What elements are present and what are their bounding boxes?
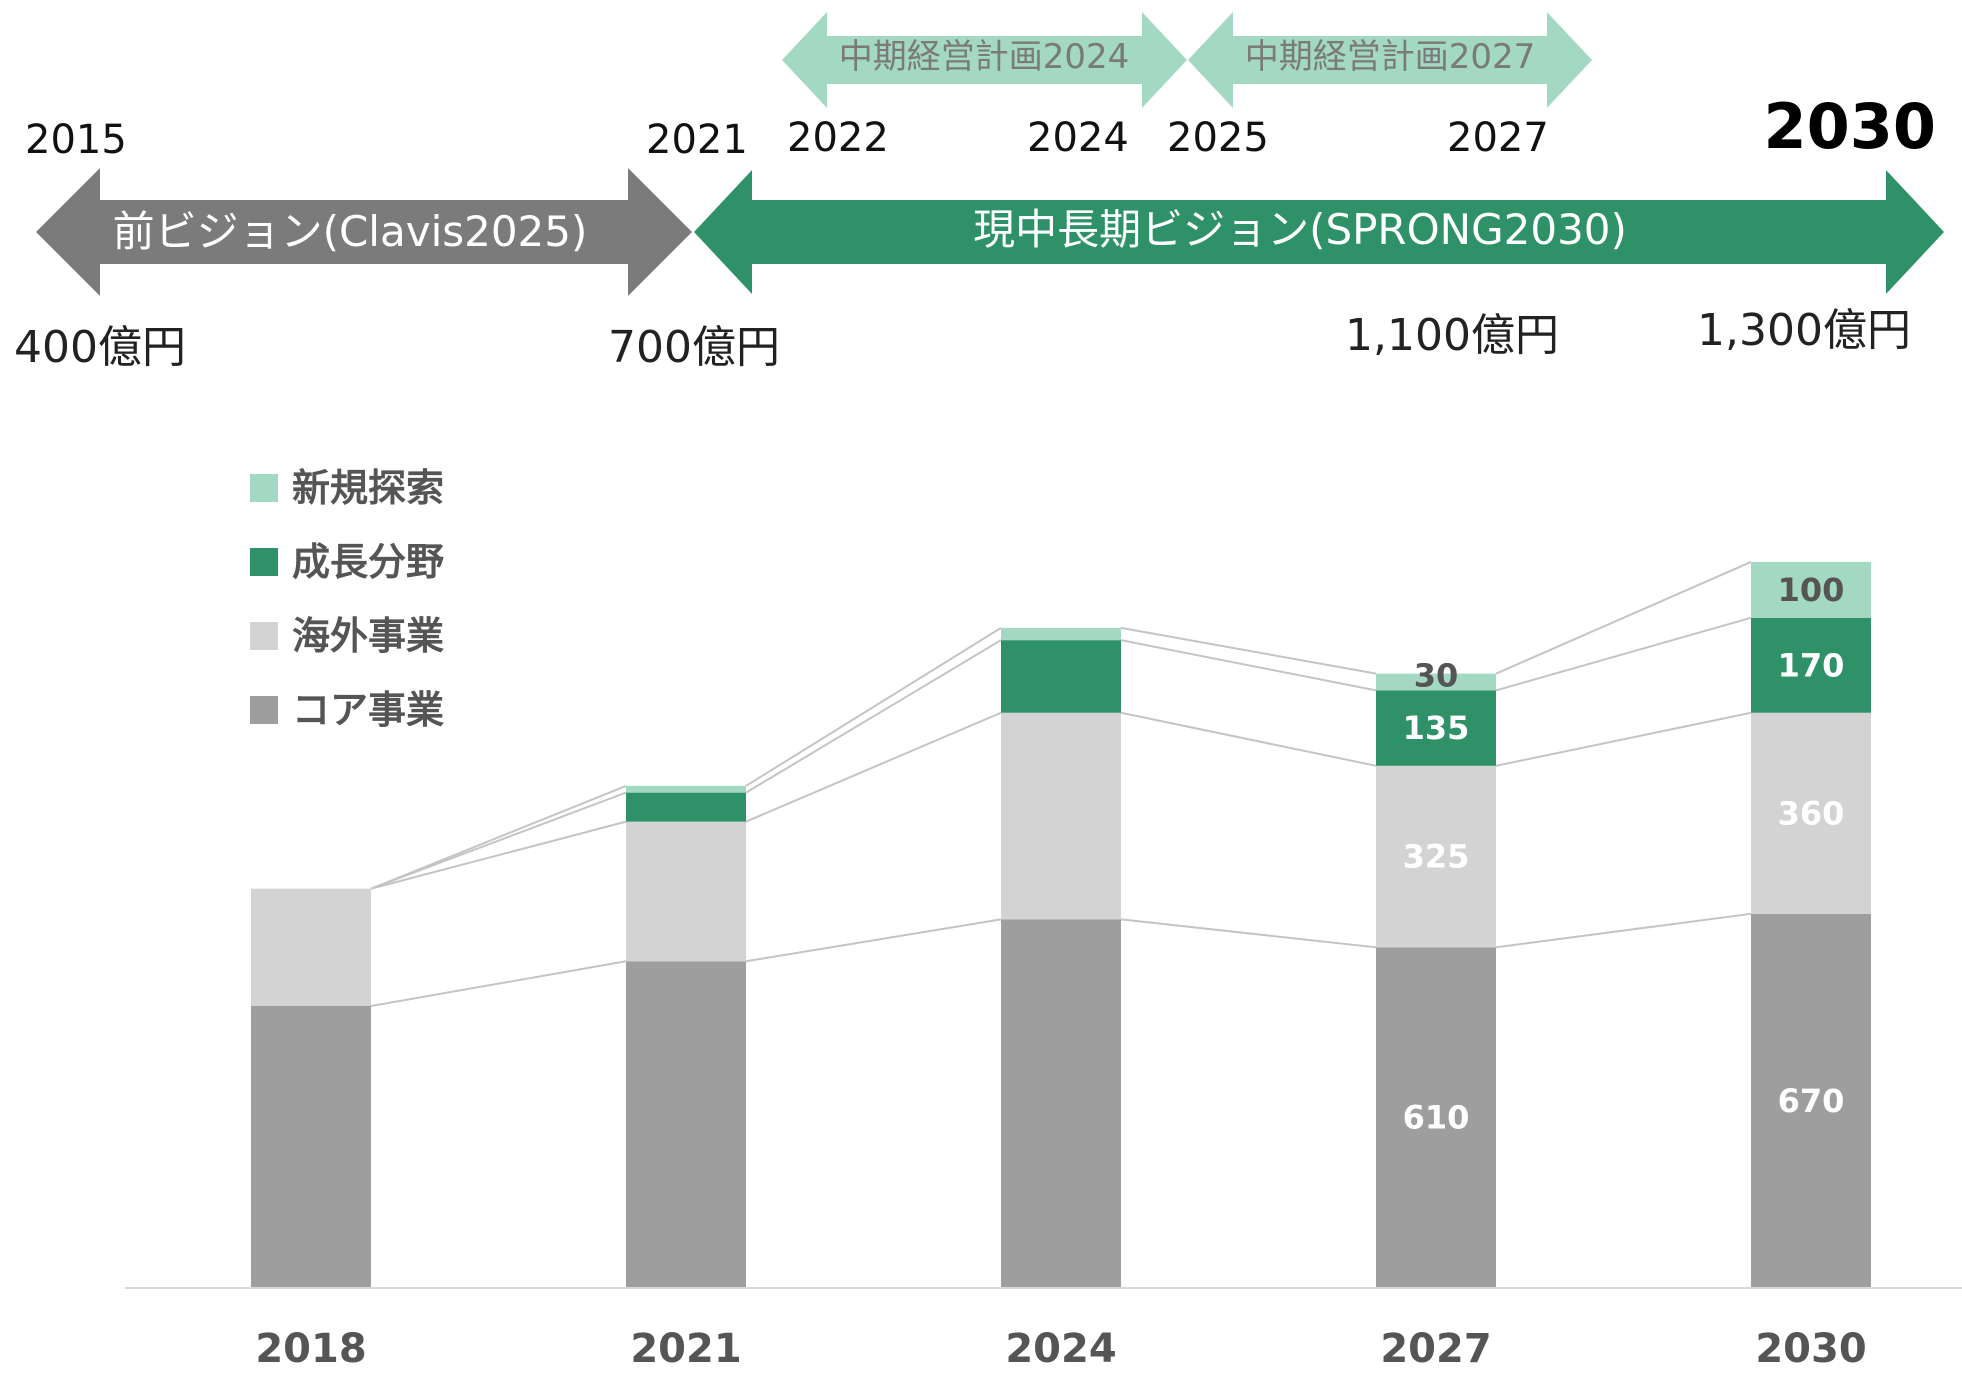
x-tick-label-2027: 2027 — [1380, 1326, 1491, 1372]
bar-2024-growth — [1001, 640, 1121, 713]
bar-2030-overseas — [1751, 712, 1871, 914]
connector-2024-2027-explore — [1120, 626, 1377, 675]
legend-item-growth: 成長分野 — [250, 540, 444, 584]
prev-vision-label: 前ビジョン(Clavis2025) — [113, 207, 588, 256]
bar-2027-core — [1376, 947, 1496, 1288]
connector-2027-2030-core — [1495, 912, 1752, 949]
data-label-2030-explore: 100 — [1778, 571, 1845, 609]
bar-2024-core — [1001, 919, 1121, 1288]
prev-vision-arrow-shape — [36, 168, 692, 296]
year-2027-label: 2027 — [1447, 115, 1549, 161]
year-2024-label: 2024 — [1027, 115, 1129, 161]
connector-2024-2027-growth — [1120, 639, 1377, 692]
legend-swatch-explore — [250, 474, 278, 502]
year-2022-label: 2022 — [787, 115, 889, 161]
current-vision-arrow-shape — [694, 170, 1944, 294]
x-tick-label-2030: 2030 — [1755, 1326, 1866, 1372]
amount-1300-label: 1,300億円 — [1697, 305, 1911, 356]
data-label-2030-overseas: 360 — [1778, 794, 1845, 832]
connector-2021-2024-overseas — [745, 711, 1002, 823]
bar-stack-group — [251, 561, 1871, 1288]
legend-swatch-overseas — [250, 622, 278, 650]
bar-2030-growth — [1751, 617, 1871, 713]
connector-2018-2021-overseas — [370, 820, 627, 890]
legend-label-core: コア事業 — [292, 688, 444, 732]
plan-2024-arrow: 中期経営計画2024 — [782, 12, 1187, 108]
connector-2018-2021-explore — [370, 784, 627, 890]
year-2025-label: 2025 — [1167, 115, 1269, 161]
amount-400-label: 400億円 — [14, 322, 186, 373]
x-tick-label-2021: 2021 — [630, 1326, 741, 1372]
x-tick-label-2018: 2018 — [255, 1326, 366, 1372]
prev-vision-arrow: 前ビジョン(Clavis2025) — [36, 168, 692, 296]
bar-2021-growth — [626, 792, 746, 822]
current-vision-label: 現中長期ビジョン(SPRONG2030) — [973, 205, 1627, 254]
bar-2027-overseas — [1376, 765, 1496, 948]
current-vision-arrow: 現中長期ビジョン(SPRONG2030) — [694, 170, 1944, 294]
amount-1100-label: 1,100億円 — [1345, 310, 1559, 361]
data-label-2027-growth: 135 — [1403, 709, 1470, 747]
connector-2018-2021-core — [370, 960, 627, 1007]
plan-2027-label: 中期経営計画2027 — [1245, 37, 1536, 77]
connector-2021-2024-core — [745, 918, 1002, 963]
connector-lines — [370, 561, 1752, 1007]
legend-swatch-growth — [250, 548, 278, 576]
year-2015-label: 2015 — [25, 117, 127, 163]
connector-2018-2021-growth — [370, 791, 627, 890]
plan-2024-label: 中期経営計画2024 — [839, 37, 1130, 77]
connector-2027-2030-overseas — [1495, 711, 1752, 767]
legend-label-growth: 成長分野 — [292, 540, 444, 584]
bar-2024-overseas — [1001, 712, 1121, 920]
bar-2030-core — [1751, 913, 1871, 1288]
bar-2024-explore — [1001, 627, 1121, 641]
connector-2027-2030-growth — [1495, 616, 1752, 692]
year-2021-label: 2021 — [646, 117, 748, 163]
bar-2027-explore — [1376, 673, 1496, 691]
data-label-2027-explore: 30 — [1414, 657, 1459, 695]
bar-2021-core — [626, 961, 746, 1288]
data-label-2030-growth: 170 — [1778, 646, 1845, 684]
plan-2027-arrow-shape — [1188, 12, 1592, 108]
plan-2024-arrow-shape — [782, 12, 1187, 108]
plan-2027-arrow: 中期経営計画2027 — [1188, 12, 1592, 108]
year-2030-label: 2030 — [1763, 90, 1936, 163]
legend-swatch-core — [250, 696, 278, 724]
category-label-group: 2018 2021 2024 2027 2030 — [255, 1326, 1866, 1372]
legend-item-explore: 新規探索 — [250, 466, 444, 510]
x-tick-label-2024: 2024 — [1005, 1326, 1116, 1372]
bar-2021-overseas — [626, 821, 746, 962]
data-label-2027-overseas: 325 — [1403, 838, 1470, 876]
data-label-2027-core: 610 — [1403, 1099, 1470, 1137]
bar-2027-growth — [1376, 690, 1496, 766]
connector-2024-2027-core — [1120, 918, 1377, 949]
bar-2018-overseas — [251, 888, 371, 1006]
data-label-group: 610 325 135 30 670 360 170 100 — [1403, 571, 1845, 1137]
bar-2021-explore — [626, 785, 746, 793]
legend-item-overseas: 海外事業 — [250, 614, 444, 658]
bar-2018-core — [251, 1005, 371, 1288]
connector-2021-2024-explore — [745, 627, 1002, 787]
connector-2024-2027-overseas — [1120, 711, 1377, 767]
connector-2027-2030-explore — [1495, 561, 1752, 675]
legend-item-core: コア事業 — [250, 688, 444, 732]
legend-label-explore: 新規探索 — [292, 466, 444, 510]
amount-700-label: 700億円 — [608, 322, 780, 373]
legend-label-overseas: 海外事業 — [292, 614, 444, 658]
data-label-2030-core: 670 — [1778, 1082, 1845, 1120]
connector-2021-2024-growth — [745, 639, 1002, 794]
bar-2030-explore — [1751, 561, 1871, 618]
